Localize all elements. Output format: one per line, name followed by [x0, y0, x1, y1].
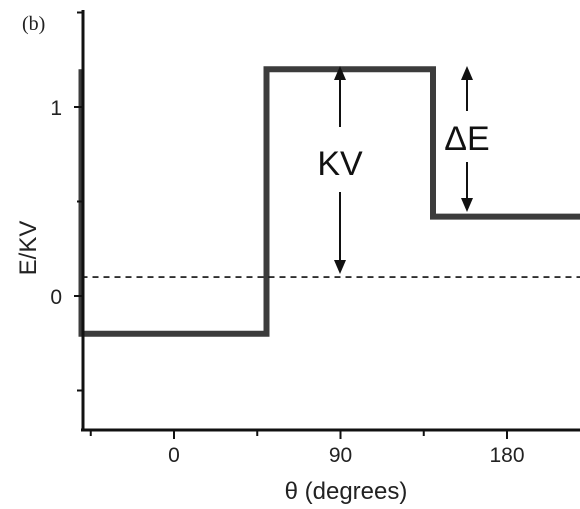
x-axis-title: θ (degrees) — [285, 478, 408, 505]
x-tick-label: 90 — [329, 444, 352, 467]
kv-annotation: KV — [317, 145, 363, 183]
x-tick-label: 180 — [489, 444, 524, 467]
data-layer — [78, 66, 580, 337]
delta-e-arrow-up-head — [461, 66, 473, 80]
tick-layer: 0 90 180 1 0 — [50, 11, 525, 467]
kv-arrow-down-head — [334, 260, 346, 274]
delta-e-arrow-down-head — [461, 198, 473, 212]
y-tick-label: 1 — [50, 97, 62, 120]
delta-e-annotation: ΔE — [444, 120, 489, 158]
panel-label: (b) — [22, 13, 45, 35]
y-tick-label: 0 — [50, 286, 62, 309]
kv-arrow-up-head — [334, 66, 346, 80]
x-tick-label: 0 — [168, 444, 180, 467]
energy-step-series — [78, 66, 580, 337]
annotation-layer: KV ΔE — [317, 66, 490, 274]
y-axis-title: E/KV — [15, 221, 42, 276]
